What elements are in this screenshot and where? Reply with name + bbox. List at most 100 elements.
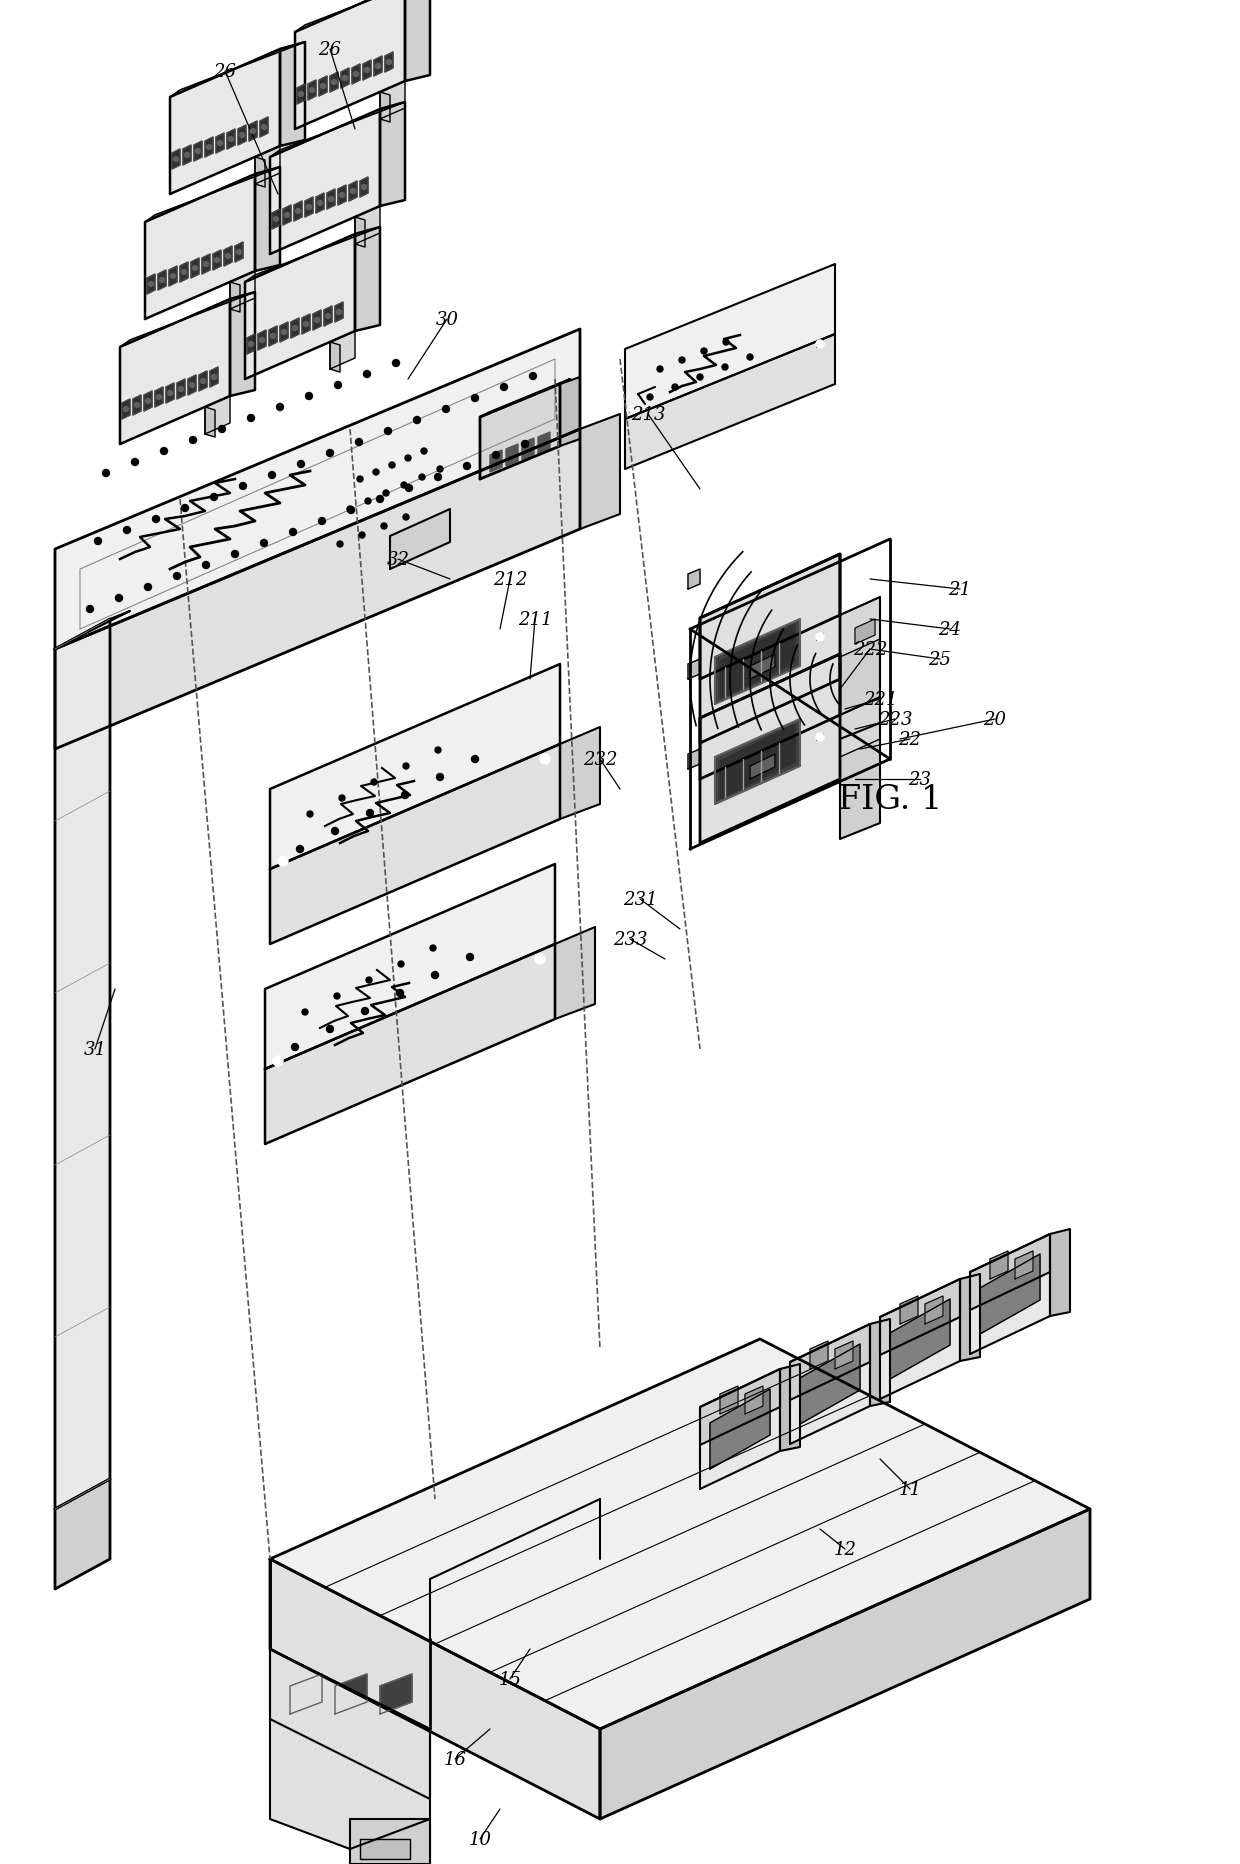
Polygon shape xyxy=(324,308,332,326)
Polygon shape xyxy=(55,619,110,1510)
Circle shape xyxy=(367,811,373,816)
Circle shape xyxy=(389,462,396,468)
Circle shape xyxy=(529,373,537,380)
Text: 231: 231 xyxy=(622,891,657,908)
Polygon shape xyxy=(970,1234,1050,1355)
Circle shape xyxy=(103,470,109,477)
Circle shape xyxy=(466,954,474,962)
Polygon shape xyxy=(355,227,379,332)
Circle shape xyxy=(145,583,151,591)
Polygon shape xyxy=(870,1320,890,1405)
Polygon shape xyxy=(810,1342,828,1370)
Circle shape xyxy=(362,185,367,190)
Polygon shape xyxy=(780,1364,800,1452)
Polygon shape xyxy=(839,598,880,658)
Polygon shape xyxy=(213,252,221,270)
Circle shape xyxy=(181,270,186,276)
Polygon shape xyxy=(270,1558,600,1819)
Circle shape xyxy=(131,459,139,466)
Text: 31: 31 xyxy=(83,1040,107,1059)
Polygon shape xyxy=(210,367,218,388)
Polygon shape xyxy=(360,1840,410,1858)
Polygon shape xyxy=(688,660,701,680)
Polygon shape xyxy=(335,302,343,322)
Polygon shape xyxy=(258,330,267,350)
Circle shape xyxy=(239,483,247,490)
Polygon shape xyxy=(715,720,800,805)
Circle shape xyxy=(402,792,408,800)
Circle shape xyxy=(160,278,165,283)
Circle shape xyxy=(270,334,275,339)
Circle shape xyxy=(281,330,286,336)
Polygon shape xyxy=(339,186,346,205)
Polygon shape xyxy=(348,183,357,201)
Circle shape xyxy=(269,472,275,479)
Circle shape xyxy=(303,1010,308,1016)
Circle shape xyxy=(393,360,399,367)
Polygon shape xyxy=(295,0,430,34)
Polygon shape xyxy=(374,58,382,76)
Polygon shape xyxy=(890,1299,950,1379)
Text: 11: 11 xyxy=(899,1480,921,1499)
Polygon shape xyxy=(701,654,839,779)
Polygon shape xyxy=(688,570,701,589)
Circle shape xyxy=(326,315,331,319)
Circle shape xyxy=(362,1008,368,1016)
Polygon shape xyxy=(269,326,277,347)
Text: 21: 21 xyxy=(949,582,971,598)
Text: 212: 212 xyxy=(492,570,527,589)
Circle shape xyxy=(94,539,102,544)
Polygon shape xyxy=(330,332,355,369)
Circle shape xyxy=(366,977,372,984)
Circle shape xyxy=(185,153,190,158)
Polygon shape xyxy=(600,1510,1090,1819)
Circle shape xyxy=(284,212,289,218)
Circle shape xyxy=(680,358,684,363)
Polygon shape xyxy=(316,194,324,214)
Polygon shape xyxy=(379,82,405,119)
Circle shape xyxy=(278,857,288,867)
Circle shape xyxy=(124,528,130,535)
Text: 223: 223 xyxy=(878,710,913,729)
Polygon shape xyxy=(55,431,580,749)
Polygon shape xyxy=(379,93,391,123)
Polygon shape xyxy=(360,177,368,198)
Circle shape xyxy=(250,129,255,134)
Polygon shape xyxy=(330,73,339,93)
Circle shape xyxy=(277,404,284,412)
Polygon shape xyxy=(384,52,393,73)
Polygon shape xyxy=(701,555,839,680)
Circle shape xyxy=(196,149,201,155)
Polygon shape xyxy=(580,416,620,529)
Polygon shape xyxy=(538,432,551,455)
Polygon shape xyxy=(224,246,232,267)
Text: 25: 25 xyxy=(929,651,951,669)
Polygon shape xyxy=(688,749,701,770)
Circle shape xyxy=(295,209,300,214)
Circle shape xyxy=(657,367,663,373)
Circle shape xyxy=(816,341,825,349)
Polygon shape xyxy=(790,1323,870,1445)
Circle shape xyxy=(331,80,336,86)
Circle shape xyxy=(202,563,210,569)
Circle shape xyxy=(212,375,217,380)
Circle shape xyxy=(174,574,181,580)
Text: 16: 16 xyxy=(444,1750,466,1769)
Circle shape xyxy=(347,507,355,514)
Circle shape xyxy=(384,429,392,436)
Polygon shape xyxy=(308,80,316,101)
Polygon shape xyxy=(166,384,174,404)
Circle shape xyxy=(335,382,341,390)
Circle shape xyxy=(315,319,320,322)
Polygon shape xyxy=(715,619,800,705)
Circle shape xyxy=(160,447,167,455)
Circle shape xyxy=(291,1044,299,1051)
Text: 26: 26 xyxy=(213,63,237,80)
Polygon shape xyxy=(188,377,196,395)
Polygon shape xyxy=(925,1295,942,1323)
Circle shape xyxy=(211,494,217,501)
Circle shape xyxy=(298,460,305,468)
Circle shape xyxy=(274,218,279,222)
Circle shape xyxy=(816,634,825,641)
Polygon shape xyxy=(172,149,180,170)
